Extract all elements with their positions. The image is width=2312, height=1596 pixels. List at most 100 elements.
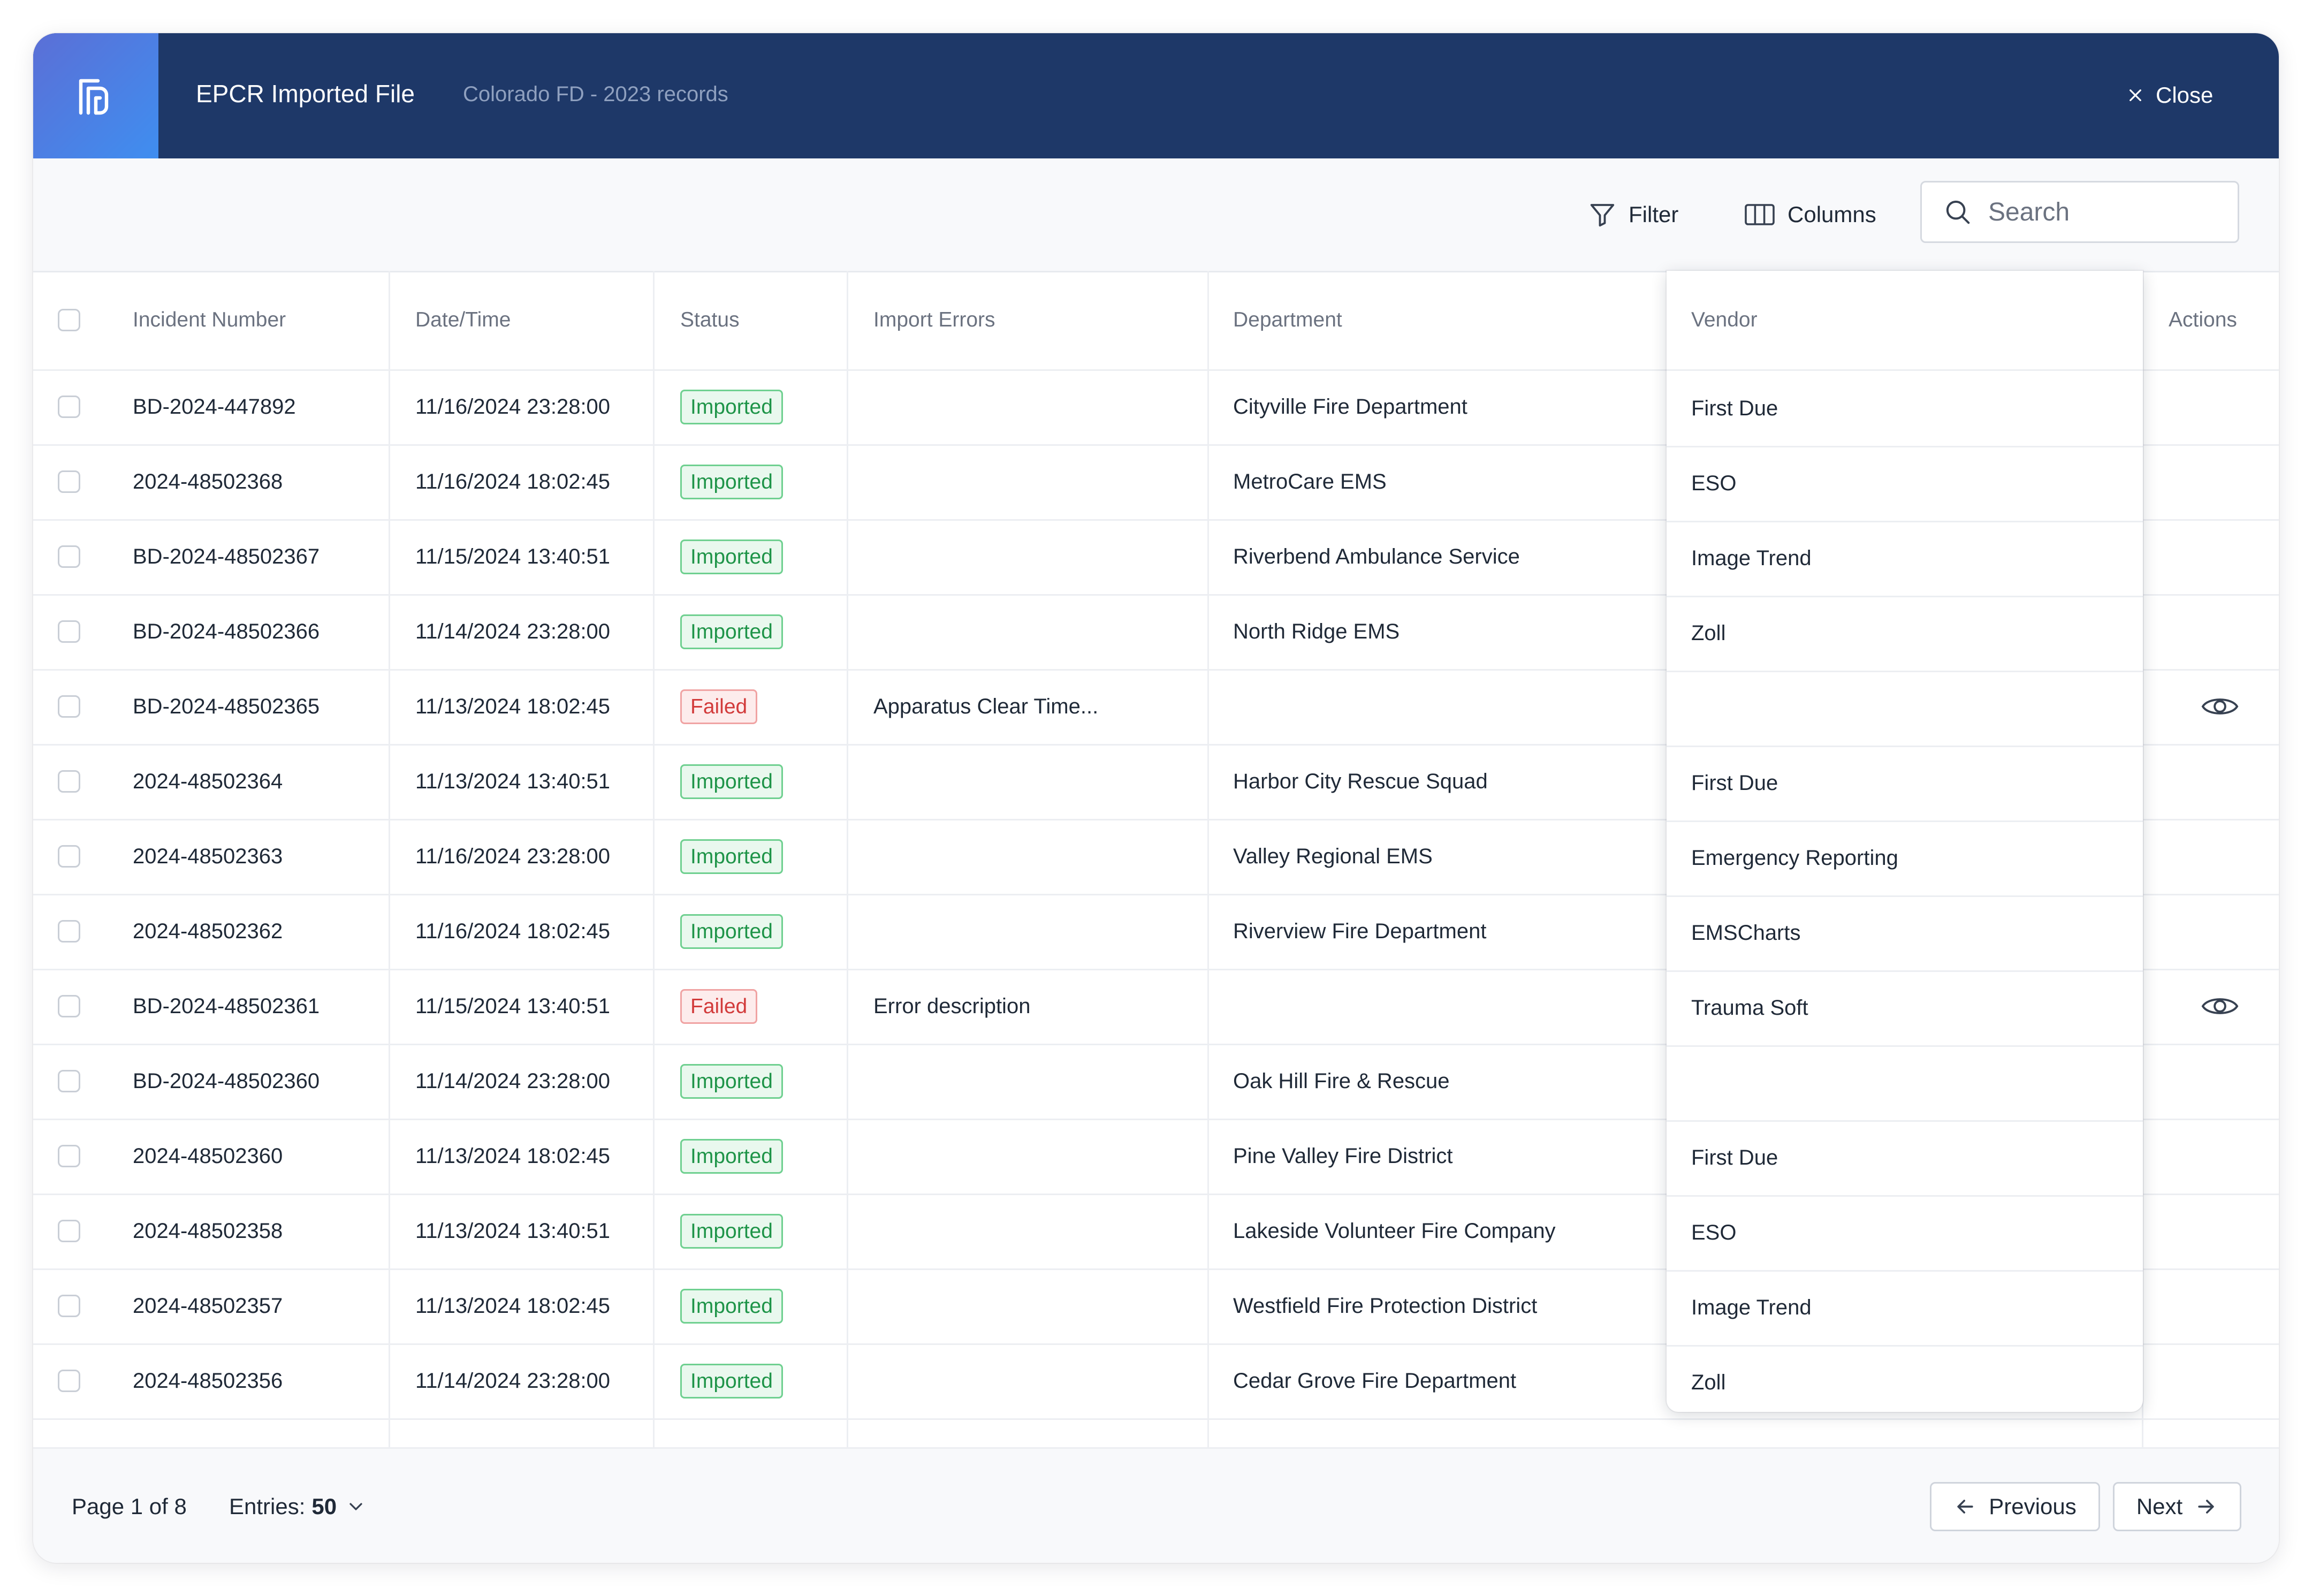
column-header-actions[interactable]: Actions	[2169, 308, 2237, 331]
incident-datetime: 11/16/2024 23:28:00	[415, 394, 611, 419]
column-header-vendor[interactable]: Vendor	[1667, 271, 2143, 371]
filter-button[interactable]: Filter	[1588, 158, 1678, 271]
table-row[interactable]: 2024-48502362 11/16/2024 18:02:45 Imported…	[33, 894, 2279, 970]
row-checkbox[interactable]	[58, 470, 80, 493]
row-checkbox[interactable]	[58, 1070, 80, 1092]
row-checkbox[interactable]	[58, 845, 80, 868]
imported-file-modal: EPCR Imported File Colorado FD - 2023 re…	[33, 33, 2279, 1563]
close-button[interactable]: Close	[2127, 78, 2213, 112]
incident-table: Incident Number Date/Time Status Import …	[33, 271, 2279, 1447]
incident-number: 2024-48502362	[133, 919, 283, 943]
incident-number: BD-2024-48502361	[133, 994, 320, 1018]
column-divider	[1207, 271, 1209, 1447]
incident-number: 2024-48502364	[133, 769, 283, 793]
department-name: MetroCare EMS	[1233, 469, 1387, 493]
table-row[interactable]: 2024-48502360 11/13/2024 18:02:45 Imported…	[33, 1119, 2279, 1195]
column-header-import-errors[interactable]: Import Errors	[873, 308, 995, 331]
incident-number: BD-2024-48502366	[133, 619, 320, 643]
row-checkbox[interactable]	[58, 1370, 80, 1392]
table-row[interactable]: BD-2024-48502367 11/15/2024 13:40:51 Impor…	[33, 519, 2279, 596]
column-header-datetime[interactable]: Date/Time	[415, 308, 511, 331]
incident-number: 2024-48502368	[133, 469, 283, 493]
incident-datetime: 11/14/2024 23:28:00	[415, 1069, 611, 1093]
vendor-name: Image Trend	[1691, 1295, 1812, 1319]
entries-select[interactable]: Entries: 50	[229, 1449, 367, 1563]
row-checkbox[interactable]	[58, 396, 80, 418]
next-button[interactable]: Next	[2113, 1482, 2241, 1531]
vendor-name: Zoll	[1691, 621, 1726, 645]
columns-button[interactable]: Columns	[1744, 158, 1876, 271]
column-divider	[847, 271, 848, 1447]
vendor-name: Zoll	[1691, 1370, 1726, 1394]
column-header-department[interactable]: Department	[1233, 308, 1342, 331]
department-name: Harbor City Rescue Squad	[1233, 769, 1488, 793]
table-row[interactable]: 2024-48502368 11/16/2024 18:02:45 Imported…	[33, 444, 2279, 521]
table-row[interactable]: 2024-48502358 11/13/2024 13:40:51 Imported…	[33, 1194, 2279, 1270]
incident-number: BD-2024-447892	[133, 394, 296, 419]
row-checkbox[interactable]	[58, 1220, 80, 1242]
vendor-name: First Due	[1691, 396, 1778, 420]
row-checkbox[interactable]	[58, 920, 80, 943]
status-badge: Imported	[680, 614, 783, 649]
vendor-name: Emergency Reporting	[1691, 846, 1898, 870]
previous-button[interactable]: Previous	[1930, 1482, 2100, 1531]
status-badge: Failed	[680, 989, 758, 1024]
columns-label: Columns	[1788, 202, 1876, 227]
modal-title: EPCR Imported File	[196, 80, 415, 108]
column-divider	[653, 271, 655, 1447]
status-badge: Imported	[680, 839, 783, 874]
search-input[interactable]	[1987, 196, 2214, 227]
row-checkbox[interactable]	[58, 1145, 80, 1167]
table-row[interactable]: BD-2024-48502360 11/14/2024 23:28:00 Impor…	[33, 1044, 2279, 1120]
incident-datetime: 11/13/2024 13:40:51	[415, 1219, 611, 1243]
row-checkbox[interactable]	[58, 995, 80, 1017]
table-row[interactable]: BD-2024-447892 11/16/2024 23:28:00 Importe…	[33, 369, 2279, 446]
vendor-name: ESO	[1691, 471, 1737, 495]
table-row[interactable]: 2024-48502356 11/14/2024 23:28:00 Imported…	[33, 1343, 2279, 1420]
row-checkbox[interactable]	[58, 545, 80, 568]
vendor-name: First Due	[1691, 771, 1778, 795]
table-row[interactable]: 2024-48502363 11/16/2024 23:28:00 Imported…	[33, 819, 2279, 895]
search-field[interactable]	[1920, 181, 2239, 243]
status-badge: Imported	[680, 464, 783, 499]
eye-icon	[2201, 698, 2239, 715]
incident-datetime: 11/13/2024 18:02:45	[415, 694, 611, 718]
pagination-footer: Page 1 of 8 Entries: 50 Previous Next	[33, 1447, 2279, 1563]
status-badge: Imported	[680, 389, 783, 424]
department-name: Pine Valley Fire District	[1233, 1144, 1453, 1168]
logo-icon	[79, 79, 109, 115]
incident-number: BD-2024-48502367	[133, 544, 320, 568]
previous-label: Previous	[1989, 1494, 2077, 1519]
view-details-button[interactable]	[2200, 669, 2240, 744]
row-checkbox[interactable]	[58, 1295, 80, 1317]
table-toolbar: Filter Columns	[33, 158, 2279, 272]
incident-datetime: 11/13/2024 18:02:45	[415, 1144, 611, 1168]
column-header-incident-number[interactable]: Incident Number	[133, 308, 286, 331]
table-row[interactable]: 2024-48502364 11/13/2024 13:40:51 Imported…	[33, 744, 2279, 820]
table-row[interactable]: BD-2024-48502366 11/14/2024 23:28:00 Impor…	[33, 594, 2279, 671]
view-details-button[interactable]	[2200, 969, 2240, 1044]
import-error: Error description	[873, 994, 1031, 1018]
table-row[interactable]: BD-2024-48502361 11/15/2024 13:40:51 Faile…	[33, 969, 2279, 1045]
vendor-cell: Emergency Reporting	[1667, 820, 2143, 897]
status-badge: Imported	[680, 764, 783, 799]
column-header-status[interactable]: Status	[680, 308, 740, 331]
incident-datetime: 11/16/2024 18:02:45	[415, 919, 611, 943]
row-checkbox[interactable]	[58, 770, 80, 793]
incident-datetime: 11/16/2024 18:02:45	[415, 469, 611, 493]
column-header-vendor-label: Vendor	[1691, 308, 1758, 331]
incident-datetime: 11/14/2024 23:28:00	[415, 619, 611, 643]
vendor-name: ESO	[1691, 1220, 1737, 1244]
modal-header: EPCR Imported File Colorado FD - 2023 re…	[33, 33, 2279, 158]
select-all-checkbox[interactable]	[58, 309, 80, 331]
department-name: Oak Hill Fire & Rescue	[1233, 1069, 1450, 1093]
status-badge: Imported	[680, 539, 783, 574]
department-name: Lakeside Volunteer Fire Company	[1233, 1219, 1556, 1243]
incident-datetime: 11/13/2024 13:40:51	[415, 769, 611, 793]
table-row[interactable]: 2024-48502357 11/13/2024 18:02:45 Imported…	[33, 1268, 2279, 1345]
row-checkbox[interactable]	[58, 695, 80, 718]
table-row[interactable]: BD-2024-48502365 11/13/2024 18:02:45 Faile…	[33, 669, 2279, 746]
vendor-column-panel: Vendor First Due ESO Image Trend Zoll First …	[1667, 271, 2143, 1412]
row-checkbox[interactable]	[58, 620, 80, 643]
status-badge: Imported	[680, 1288, 783, 1324]
